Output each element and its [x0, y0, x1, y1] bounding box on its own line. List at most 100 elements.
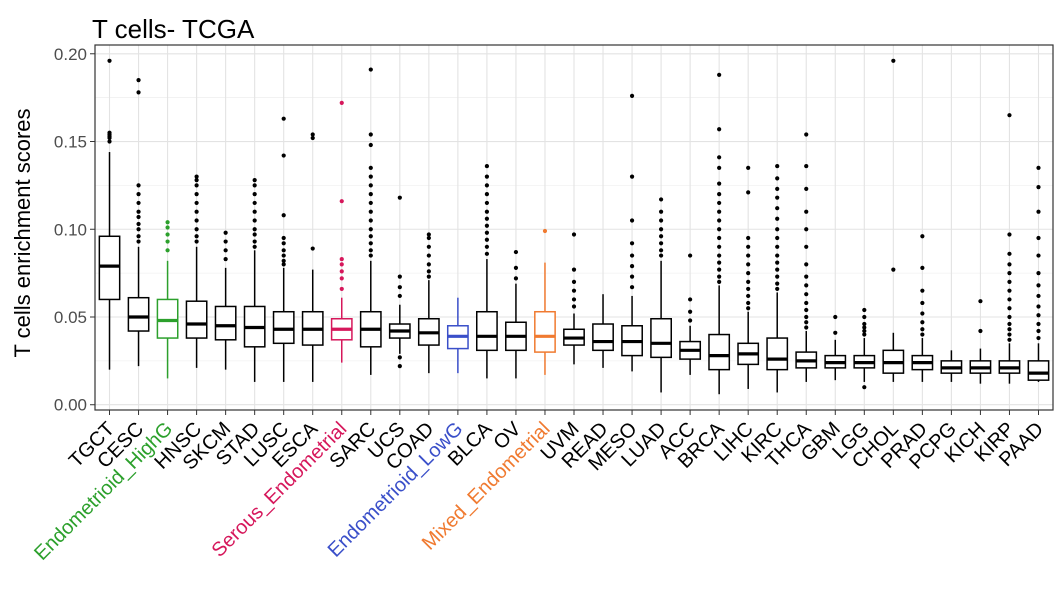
outlier-point [281, 153, 286, 158]
outlier-point [1007, 251, 1012, 256]
outlier-point [688, 309, 693, 314]
outlier-point [484, 251, 490, 256]
outlier-point [281, 248, 286, 253]
outlier-point [717, 72, 722, 77]
outlier-point [1036, 304, 1041, 309]
outlier-point [368, 183, 373, 188]
box-LGG [853, 307, 876, 390]
outlier-point [194, 227, 199, 232]
outlier-point [775, 260, 780, 265]
outlier-point [194, 218, 199, 223]
outlier-point [484, 163, 490, 169]
outlier-point [223, 230, 228, 235]
box-ACC [679, 253, 702, 375]
outlier-point [1036, 235, 1041, 241]
box-CHOL [882, 58, 905, 382]
outlier-point [717, 181, 722, 186]
outlier-point [862, 328, 867, 334]
outlier-point [775, 195, 780, 200]
outlier-point [746, 190, 751, 195]
box-PAAD [1027, 165, 1050, 382]
outlier-point [252, 218, 257, 223]
outlier-point [165, 239, 170, 244]
outlier-point [107, 130, 112, 135]
y-axis-title: T cells enrichment scores [10, 108, 35, 357]
outlier-point [484, 200, 490, 206]
outlier-point [920, 300, 925, 306]
outlier-point [252, 183, 257, 188]
outlier-point [1007, 314, 1012, 320]
outlier-point [688, 297, 693, 302]
outlier-point [194, 183, 199, 188]
outlier-point [368, 209, 373, 214]
outlier-point [891, 267, 896, 272]
outlier-point [804, 244, 809, 249]
outlier-point [1007, 262, 1012, 267]
outlier-point [862, 325, 867, 330]
outlier-point [804, 300, 809, 306]
outlier-point [1036, 185, 1041, 190]
outlier-point [252, 227, 257, 232]
y-tick-label: 0.10 [54, 220, 87, 239]
outlier-point [775, 274, 780, 279]
outlier-point [1036, 165, 1041, 170]
outlier-point [165, 220, 170, 225]
outlier-point [804, 209, 809, 214]
box-Mixed_Endometrial [534, 228, 556, 375]
outlier-point [804, 186, 809, 191]
box-body [98, 235, 121, 301]
outlier-point [804, 274, 809, 279]
outlier-point [513, 276, 519, 281]
outlier-point [1036, 283, 1041, 288]
outlier-point [629, 253, 635, 258]
outlier-point [658, 253, 664, 258]
outlier-point [717, 192, 722, 197]
box-BLCA [475, 163, 498, 379]
outlier-point [484, 192, 490, 197]
outlier-point [1036, 209, 1041, 214]
y-tick-label: 0.05 [54, 308, 87, 327]
outlier-point [746, 253, 751, 258]
outlier-point [717, 279, 722, 284]
outlier-point [920, 311, 925, 316]
outlier-point [688, 253, 693, 258]
outlier-point [1007, 297, 1012, 302]
outlier-point [1036, 328, 1041, 334]
outlier-point [136, 239, 141, 244]
outlier-point [775, 267, 780, 272]
outlier-point [629, 285, 635, 290]
outlier-point [194, 178, 199, 183]
outlier-point [136, 234, 141, 239]
outlier-point [368, 234, 373, 239]
box-READ [592, 294, 614, 368]
box-GBM [824, 314, 847, 381]
box-body [650, 318, 673, 359]
outlier-point [252, 178, 257, 183]
box-LUSC [272, 116, 295, 382]
outlier-point [368, 253, 373, 258]
outlier-point [484, 174, 490, 179]
outlier-point [658, 209, 664, 214]
outlier-point [804, 325, 809, 330]
outlier-point [339, 199, 344, 204]
outlier-point [1007, 337, 1012, 342]
outlier-point [978, 299, 983, 304]
outlier-point [194, 192, 199, 197]
outlier-point [136, 192, 141, 197]
box-UCS [388, 195, 411, 369]
outlier-point [804, 132, 809, 137]
outlier-point [804, 227, 809, 232]
outlier-point [978, 328, 983, 334]
y-tick-label: 0.20 [54, 45, 87, 64]
outlier-point [833, 314, 838, 320]
outlier-point [426, 253, 431, 258]
outlier-point [368, 142, 373, 148]
outlier-point [368, 241, 373, 246]
outlier-point [833, 330, 838, 335]
outlier-point [252, 209, 257, 214]
outlier-point [484, 223, 490, 228]
outlier-point [629, 241, 635, 246]
outlier-point [862, 385, 867, 390]
outlier-point [658, 248, 664, 253]
outlier-point [862, 321, 867, 327]
